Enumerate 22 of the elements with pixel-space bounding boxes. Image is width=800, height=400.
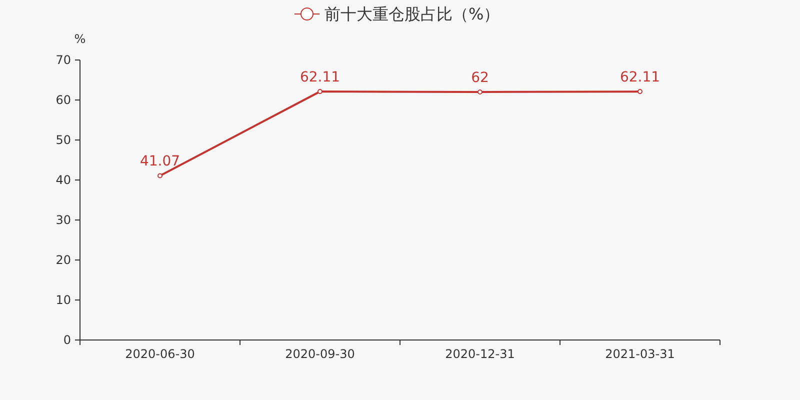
y-tick-label: 60 [56, 93, 71, 108]
y-axis-title: % [74, 32, 86, 46]
point [158, 173, 162, 178]
y-tick-label: 50 [56, 133, 71, 148]
data-label: 62 [471, 70, 489, 86]
data-label: 62.11 [620, 70, 660, 86]
x-tick-label: 2020-06-30 [125, 347, 195, 361]
x-tick-label: 2020-12-31 [445, 347, 515, 361]
x-tick-label: 2021-03-31 [605, 347, 675, 361]
legend-label: 前十大重仓股占比（%） [324, 4, 500, 24]
y-tick-label: 70 [56, 53, 71, 68]
y-tick-label: 10 [56, 293, 71, 308]
y-tick-label: 30 [56, 213, 71, 228]
point [318, 89, 322, 94]
data-label: 41.07 [140, 154, 180, 170]
y-tick-label: 0 [63, 333, 71, 348]
point [478, 90, 482, 94]
x-tick-label: 2020-09-30 [285, 347, 355, 361]
y-tick-label: 20 [56, 253, 71, 268]
point [638, 89, 642, 94]
data-label: 62.11 [300, 70, 340, 86]
y-tick-label: 40 [56, 173, 71, 188]
